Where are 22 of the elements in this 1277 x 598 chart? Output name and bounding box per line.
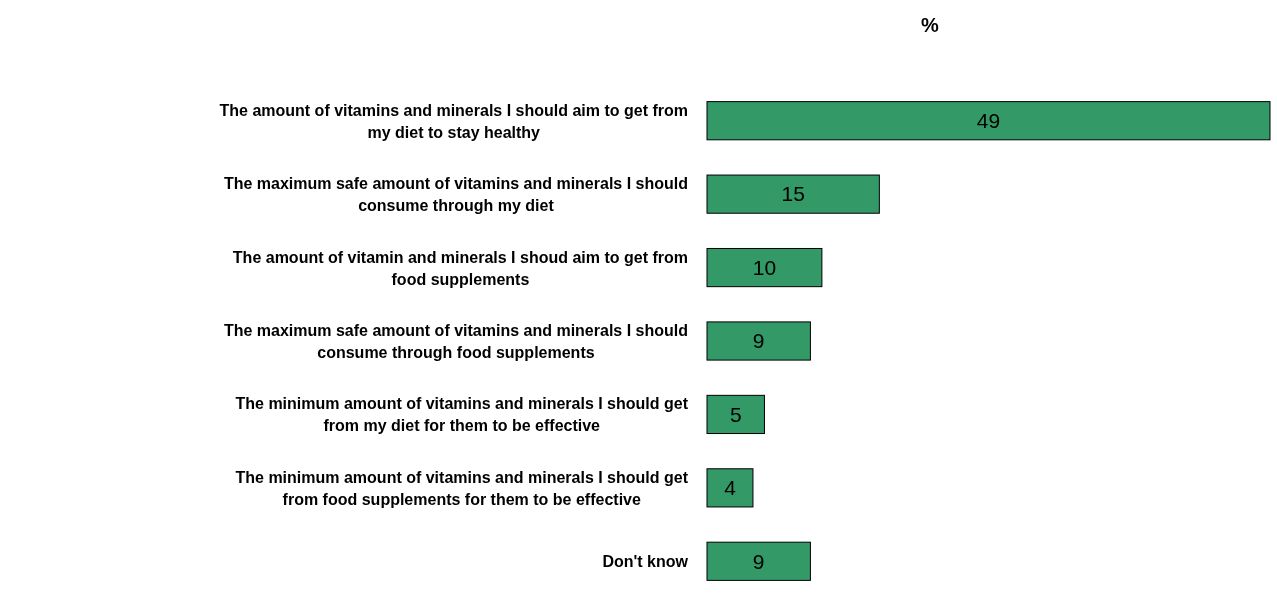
bar — [706, 321, 811, 361]
data-label: 5 — [729, 402, 742, 426]
data-label: 4 — [724, 476, 737, 500]
y-tick-label: The amount of vitamin and minerals I shoud aim to get from food supplements — [232, 248, 688, 288]
data-label: 9 — [752, 549, 765, 573]
bar — [706, 174, 880, 214]
y-tick-label: Don't know — [602, 553, 689, 571]
y-tick-label: The minimum amount of vitamins and minerals I should get from food supplements for them to be effective — [235, 468, 689, 508]
bar — [706, 468, 754, 508]
data-label: 9 — [752, 329, 765, 353]
data-label: 49 — [976, 109, 1001, 133]
bar — [706, 101, 1271, 141]
chart-title: % — [921, 14, 940, 36]
y-tick-label: The maximum safe amount of vitamins and minerals I should consume through food supplements — [223, 322, 688, 361]
y-tick-label: The minimum amount of vitamins and minerals I should get from my diet for them to be effective — [235, 395, 689, 435]
y-tick-label: The maximum safe amount of vitamins and minerals I should consume through my diet — [223, 175, 688, 215]
data-label: 10 — [752, 255, 777, 279]
bar — [706, 247, 823, 288]
bar — [706, 541, 811, 581]
data-label: 15 — [781, 182, 805, 206]
y-tick-label: The amount of vitamins and minerals I should aim to get from my diet to stay healthy — [219, 101, 688, 141]
bar — [706, 394, 765, 435]
